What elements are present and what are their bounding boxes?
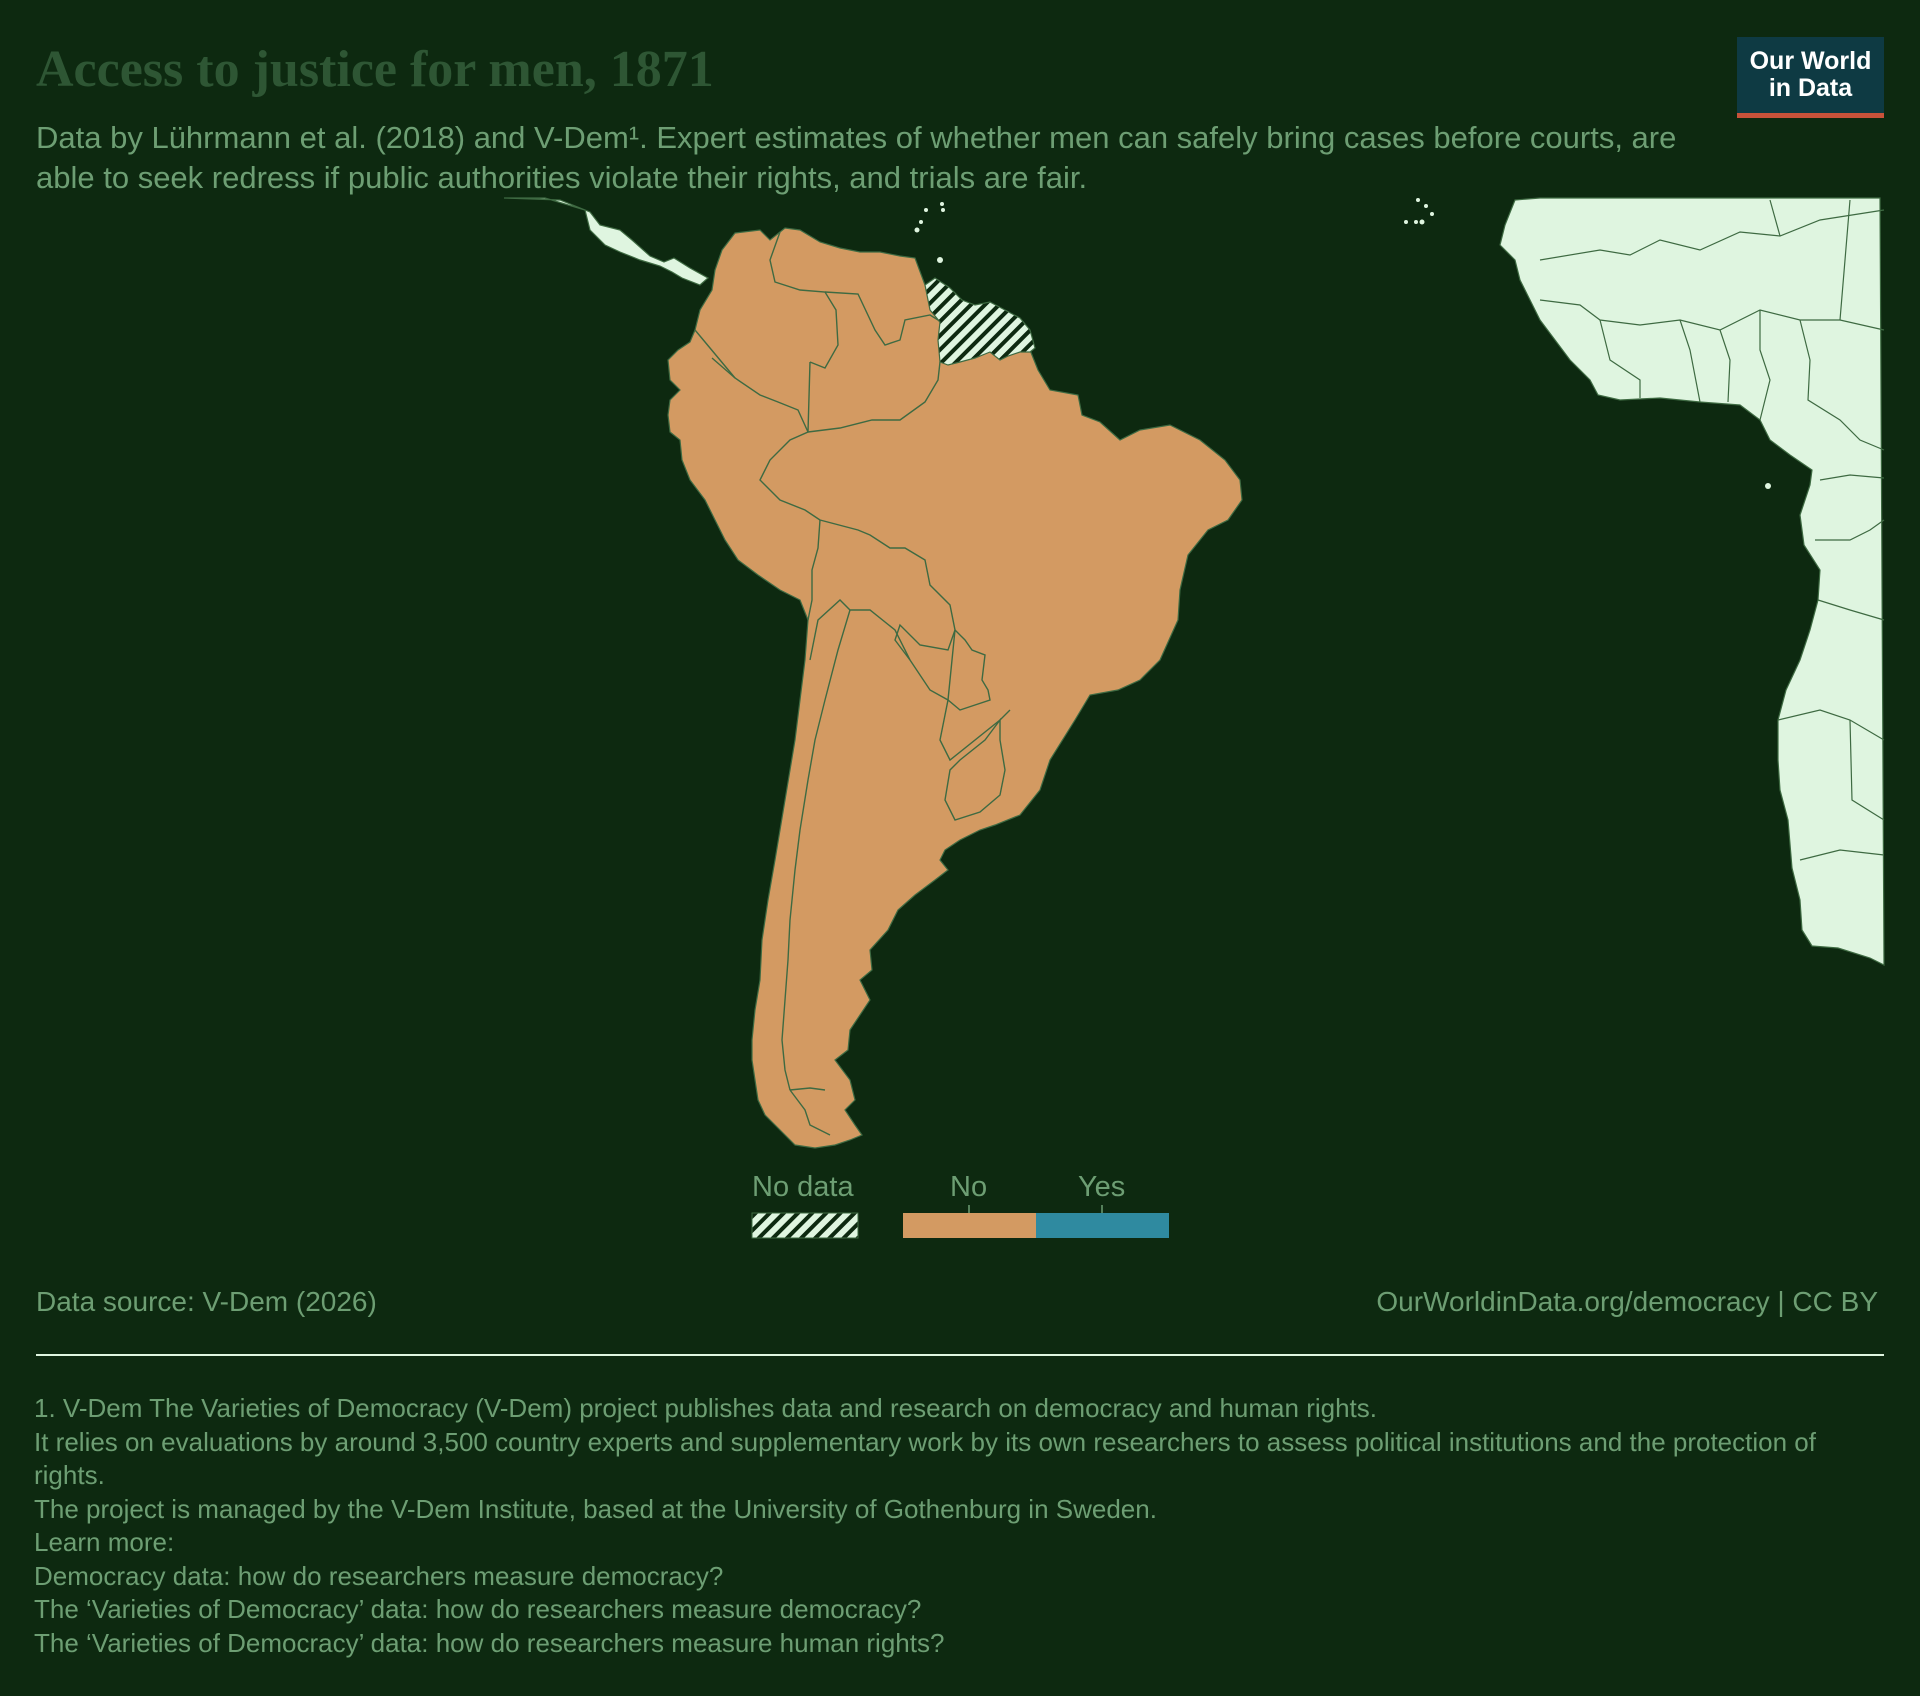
africa-landmass[interactable] [1499,197,1885,966]
guianas-no-data[interactable] [924,277,1036,366]
logo-line-1: Our World [1749,47,1872,75]
footnote-line: The project is managed by the V-Dem Inst… [34,1493,1157,1524]
south-america-landmass[interactable] [667,227,1243,1149]
legend-no-label: No [950,1171,988,1203]
country-borders [694,231,1011,1136]
chart-subtitle: Data by Lührmann et al. (2018) and V-Dem… [36,120,1677,195]
footer-divider [36,1354,1884,1356]
caribbean-islands [914,198,1771,489]
legend-yes-swatch [1036,1213,1169,1238]
legend-yes-label: Yes [1078,1171,1126,1203]
footnote-line: It relies on evaluations by around 3,500… [34,1426,1816,1491]
footnote-line: Learn more: [34,1527,175,1557]
footnote-link[interactable]: Democracy data: how do researchers measu… [34,1560,724,1591]
footnote-line: 1. V-Dem The Varieties of Democracy (V-D… [34,1393,1377,1423]
legend-no-swatch [903,1213,1036,1238]
world-map [503,197,1885,1239]
legend-no-data-swatch [751,1212,859,1239]
footnote-link[interactable]: The ‘Varieties of Democracy’ data: how d… [34,1594,922,1624]
central-america-landmass[interactable] [503,197,710,286]
source-link[interactable]: OurWorldinData.org/democracy | CC BY [1376,1286,1878,1317]
footnotes: 1. V-Dem The Varieties of Democracy (V-D… [34,1392,1884,1660]
owid-logo[interactable]: Our World in Data [1737,37,1884,118]
legend-no-data-label: No data [752,1171,854,1203]
data-source: Data source: V-Dem (2026) [36,1286,377,1317]
logo-line-2: in Data [1768,74,1853,102]
chart-title: Access to justice for men, 1871 [36,41,714,98]
footnote-link[interactable]: The ‘Varieties of Democracy’ data: how d… [34,1627,945,1658]
africa-borders [1539,199,1885,861]
